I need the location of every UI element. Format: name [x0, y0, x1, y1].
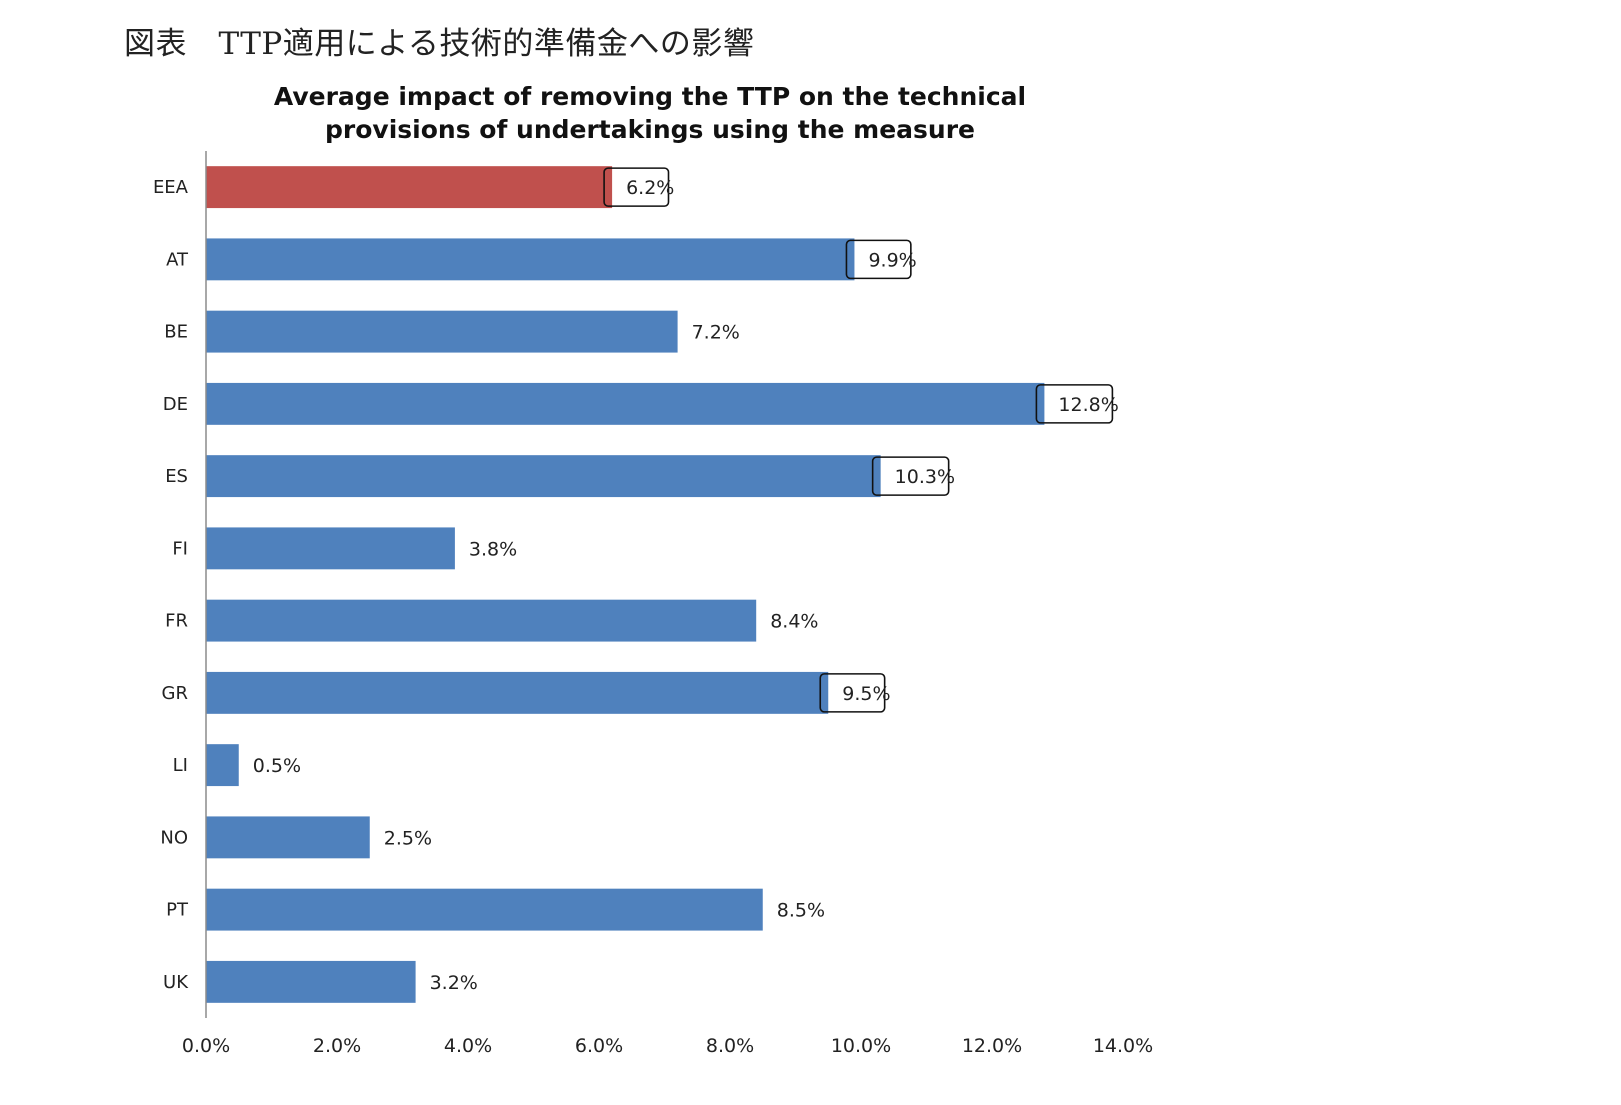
x-tick-label: 4.0%	[444, 1035, 492, 1057]
data-label: 9.5%	[842, 683, 890, 705]
x-tick-label: 2.0%	[313, 1035, 361, 1057]
category-label: FR	[165, 611, 188, 632]
category-label: UK	[163, 972, 189, 993]
category-label: DE	[163, 394, 188, 415]
category-label: GR	[162, 683, 188, 704]
x-tick-label: 8.0%	[706, 1035, 754, 1057]
category-label: PT	[166, 900, 189, 921]
data-label: 7.2%	[692, 322, 740, 344]
bar-li	[206, 744, 239, 787]
category-label: AT	[166, 249, 189, 270]
data-label: 3.2%	[430, 972, 478, 994]
bar-de	[206, 382, 1045, 425]
figure-title: 図表 TTP適用による技術的準備金への影響	[124, 26, 755, 62]
bar-no	[206, 816, 370, 859]
x-tick-label: 6.0%	[575, 1035, 623, 1057]
bar-fr	[206, 599, 757, 642]
bar-gr	[206, 671, 829, 714]
data-label: 3.8%	[469, 538, 517, 560]
data-label: 9.9%	[868, 249, 916, 271]
category-label: FI	[172, 538, 188, 559]
chart-title-line-2: provisions of undertakings using the mea…	[325, 115, 975, 144]
x-tick-label: 0.0%	[182, 1035, 230, 1057]
bar-uk	[206, 960, 416, 1003]
data-label: 10.3%	[895, 466, 955, 488]
data-label-box	[1035, 384, 1114, 424]
data-label: 2.5%	[384, 827, 432, 849]
data-label-box	[819, 673, 886, 713]
bar-pt	[206, 888, 763, 931]
data-label: 12.8%	[1058, 394, 1118, 416]
bar-fi	[206, 527, 455, 570]
x-tick-label: 14.0%	[1093, 1035, 1153, 1057]
chart-title-line-1: Average impact of removing the TTP on th…	[273, 82, 1027, 111]
bar-eea	[206, 166, 613, 209]
category-label: BE	[164, 322, 188, 343]
data-label: 8.4%	[770, 611, 818, 633]
x-tick-label: 10.0%	[831, 1035, 891, 1057]
category-label: EEA	[153, 177, 189, 198]
data-label-box	[603, 167, 670, 207]
data-label: 8.5%	[777, 900, 825, 922]
category-label: NO	[160, 827, 188, 848]
bar-at	[206, 238, 855, 281]
x-tick-label: 12.0%	[962, 1035, 1022, 1057]
category-label: LI	[173, 755, 188, 776]
data-label: 6.2%	[626, 177, 674, 199]
bar-be	[206, 310, 678, 353]
data-label-box	[871, 456, 950, 496]
chart-title: Average impact of removing the TTP on th…	[200, 80, 1100, 146]
bar-es	[206, 455, 881, 498]
data-label: 0.5%	[253, 755, 301, 777]
category-label: ES	[165, 466, 188, 487]
data-label-box	[845, 239, 912, 280]
